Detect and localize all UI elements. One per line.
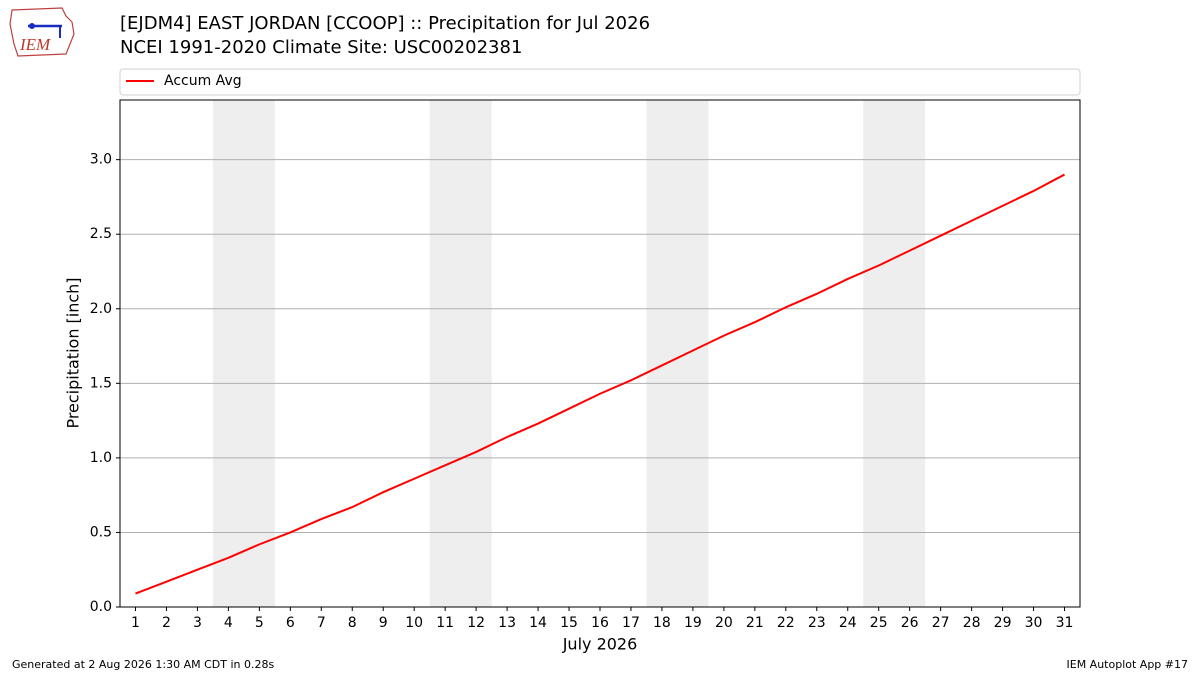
x-tick-label: 4 [224, 615, 233, 631]
x-tick-label: 10 [405, 615, 423, 631]
logo-icon [29, 23, 35, 29]
shaded-span [429, 100, 492, 607]
legend-box [119, 68, 1081, 96]
x-tick-label: 18 [653, 615, 671, 631]
x-tick-label: 25 [870, 615, 888, 631]
chart-subtitle: NCEI 1991-2020 Climate Site: USC00202381 [120, 37, 522, 58]
footer-left: Generated at 2 Aug 2026 1:30 AM CDT in 0… [12, 658, 274, 671]
x-axis-label: July 2026 [562, 635, 638, 654]
shaded-span [212, 100, 275, 607]
x-tick-label: 11 [436, 615, 454, 631]
x-tick-label: 26 [901, 615, 919, 631]
x-tick-label: 1 [131, 615, 140, 631]
y-tick-label: 1.5 [90, 375, 112, 391]
logo-outline [9, 7, 75, 57]
x-tick-label: 29 [994, 615, 1012, 631]
x-tick-label: 8 [348, 615, 357, 631]
x-tick-label: 3 [193, 615, 202, 631]
x-tick-label: 9 [379, 615, 388, 631]
y-tick-label: 2.0 [90, 301, 112, 317]
plot-frame [119, 99, 1081, 608]
x-tick-label: 14 [529, 615, 547, 631]
x-tick-label: 27 [932, 615, 950, 631]
x-tick-label: 19 [684, 615, 702, 631]
shaded-span [863, 100, 926, 607]
x-tick-label: 12 [467, 615, 485, 631]
x-tick-label: 31 [1056, 615, 1074, 631]
y-tick-label: 2.5 [90, 226, 112, 242]
x-tick-label: 28 [963, 615, 981, 631]
x-tick-label: 21 [746, 615, 764, 631]
x-tick-label: 5 [255, 615, 264, 631]
data-line [135, 173, 1065, 595]
x-tick-label: 24 [839, 615, 857, 631]
logo: IEM [9, 7, 75, 57]
x-tick-label: 6 [286, 615, 295, 631]
x-tick-label: 13 [498, 615, 516, 631]
x-tick-label: 16 [591, 615, 609, 631]
y-tick-label: 3.0 [90, 152, 112, 168]
footer-right: IEM Autoplot App #17 [1067, 658, 1189, 671]
y-tick-label: 1.0 [90, 450, 112, 466]
y-tick-label: 0.5 [90, 524, 112, 540]
x-tick-label: 7 [317, 615, 326, 631]
legend-label: Accum Avg [164, 73, 242, 89]
x-tick-label: 23 [808, 615, 826, 631]
y-axis-label: Precipitation [inch] [64, 277, 83, 428]
logo-text: IEM [19, 35, 51, 54]
x-tick-label: 22 [777, 615, 795, 631]
x-tick-label: 15 [560, 615, 578, 631]
x-tick-label: 30 [1025, 615, 1043, 631]
x-tick-label: 17 [622, 615, 640, 631]
y-tick-label: 0.0 [90, 599, 112, 615]
shaded-span [646, 100, 709, 607]
x-tick-label: 2 [162, 615, 171, 631]
chart-title: [EJDM4] EAST JORDAN [CCOOP] :: Precipita… [120, 13, 650, 34]
x-tick-label: 20 [715, 615, 733, 631]
